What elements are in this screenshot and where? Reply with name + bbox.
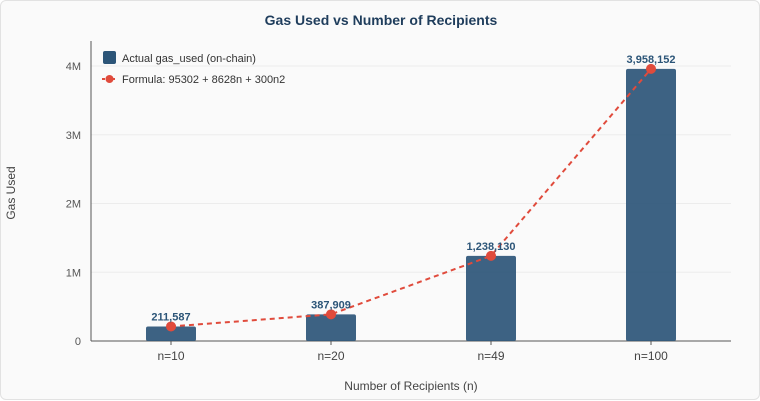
legend: Actual gas_used (on-chain) Formula: 95302… — [102, 51, 285, 86]
grid-lines — [91, 65, 731, 273]
x-axis-title: Number of Recipients (n) — [344, 379, 477, 393]
formula-point — [646, 63, 656, 74]
x-tick-label: n=49 — [477, 349, 504, 363]
bar — [626, 68, 676, 342]
bar — [466, 255, 516, 341]
formula-point — [486, 250, 496, 261]
legend-label-bars: Actual gas_used (on-chain) — [122, 53, 256, 65]
axes: 0 1M 2M 3M 4M n=10 n=20 n=49 n=100 — [66, 41, 731, 363]
legend-swatch-bars — [103, 51, 116, 64]
legend-label-line: Formula: 95302 + 8628n + 300n2 — [122, 74, 285, 86]
formula-line — [166, 63, 656, 332]
formula-line-path — [170, 68, 652, 328]
data-labels: 211,587 387,909 1,238,130 3,958,152 — [151, 54, 675, 324]
y-tick-label: 1M — [66, 267, 81, 279]
y-tick-label: 2M — [66, 199, 81, 211]
y-tick-label: 0 — [75, 336, 81, 348]
bar-value-label: 1,238,130 — [467, 241, 516, 253]
bar-value-label: 387,909 — [311, 299, 351, 311]
bar — [306, 314, 356, 341]
y-axis-title: Gas Used — [4, 166, 18, 219]
x-tick-label: n=20 — [317, 349, 344, 363]
chart-title: Gas Used vs Number of Recipients — [265, 12, 498, 28]
y-tick-label: 3M — [66, 130, 81, 142]
y-tick-label: 4M — [66, 61, 81, 73]
bar-value-label: 211,587 — [151, 311, 190, 323]
x-tick-label: n=10 — [157, 349, 184, 363]
bars — [146, 68, 676, 342]
bar-value-label: 3,958,152 — [627, 54, 676, 66]
bar — [146, 326, 196, 341]
formula-point — [326, 309, 336, 320]
legend-swatch-marker — [105, 75, 114, 83]
formula-point — [166, 321, 176, 332]
x-tick-label: n=100 — [634, 349, 668, 363]
